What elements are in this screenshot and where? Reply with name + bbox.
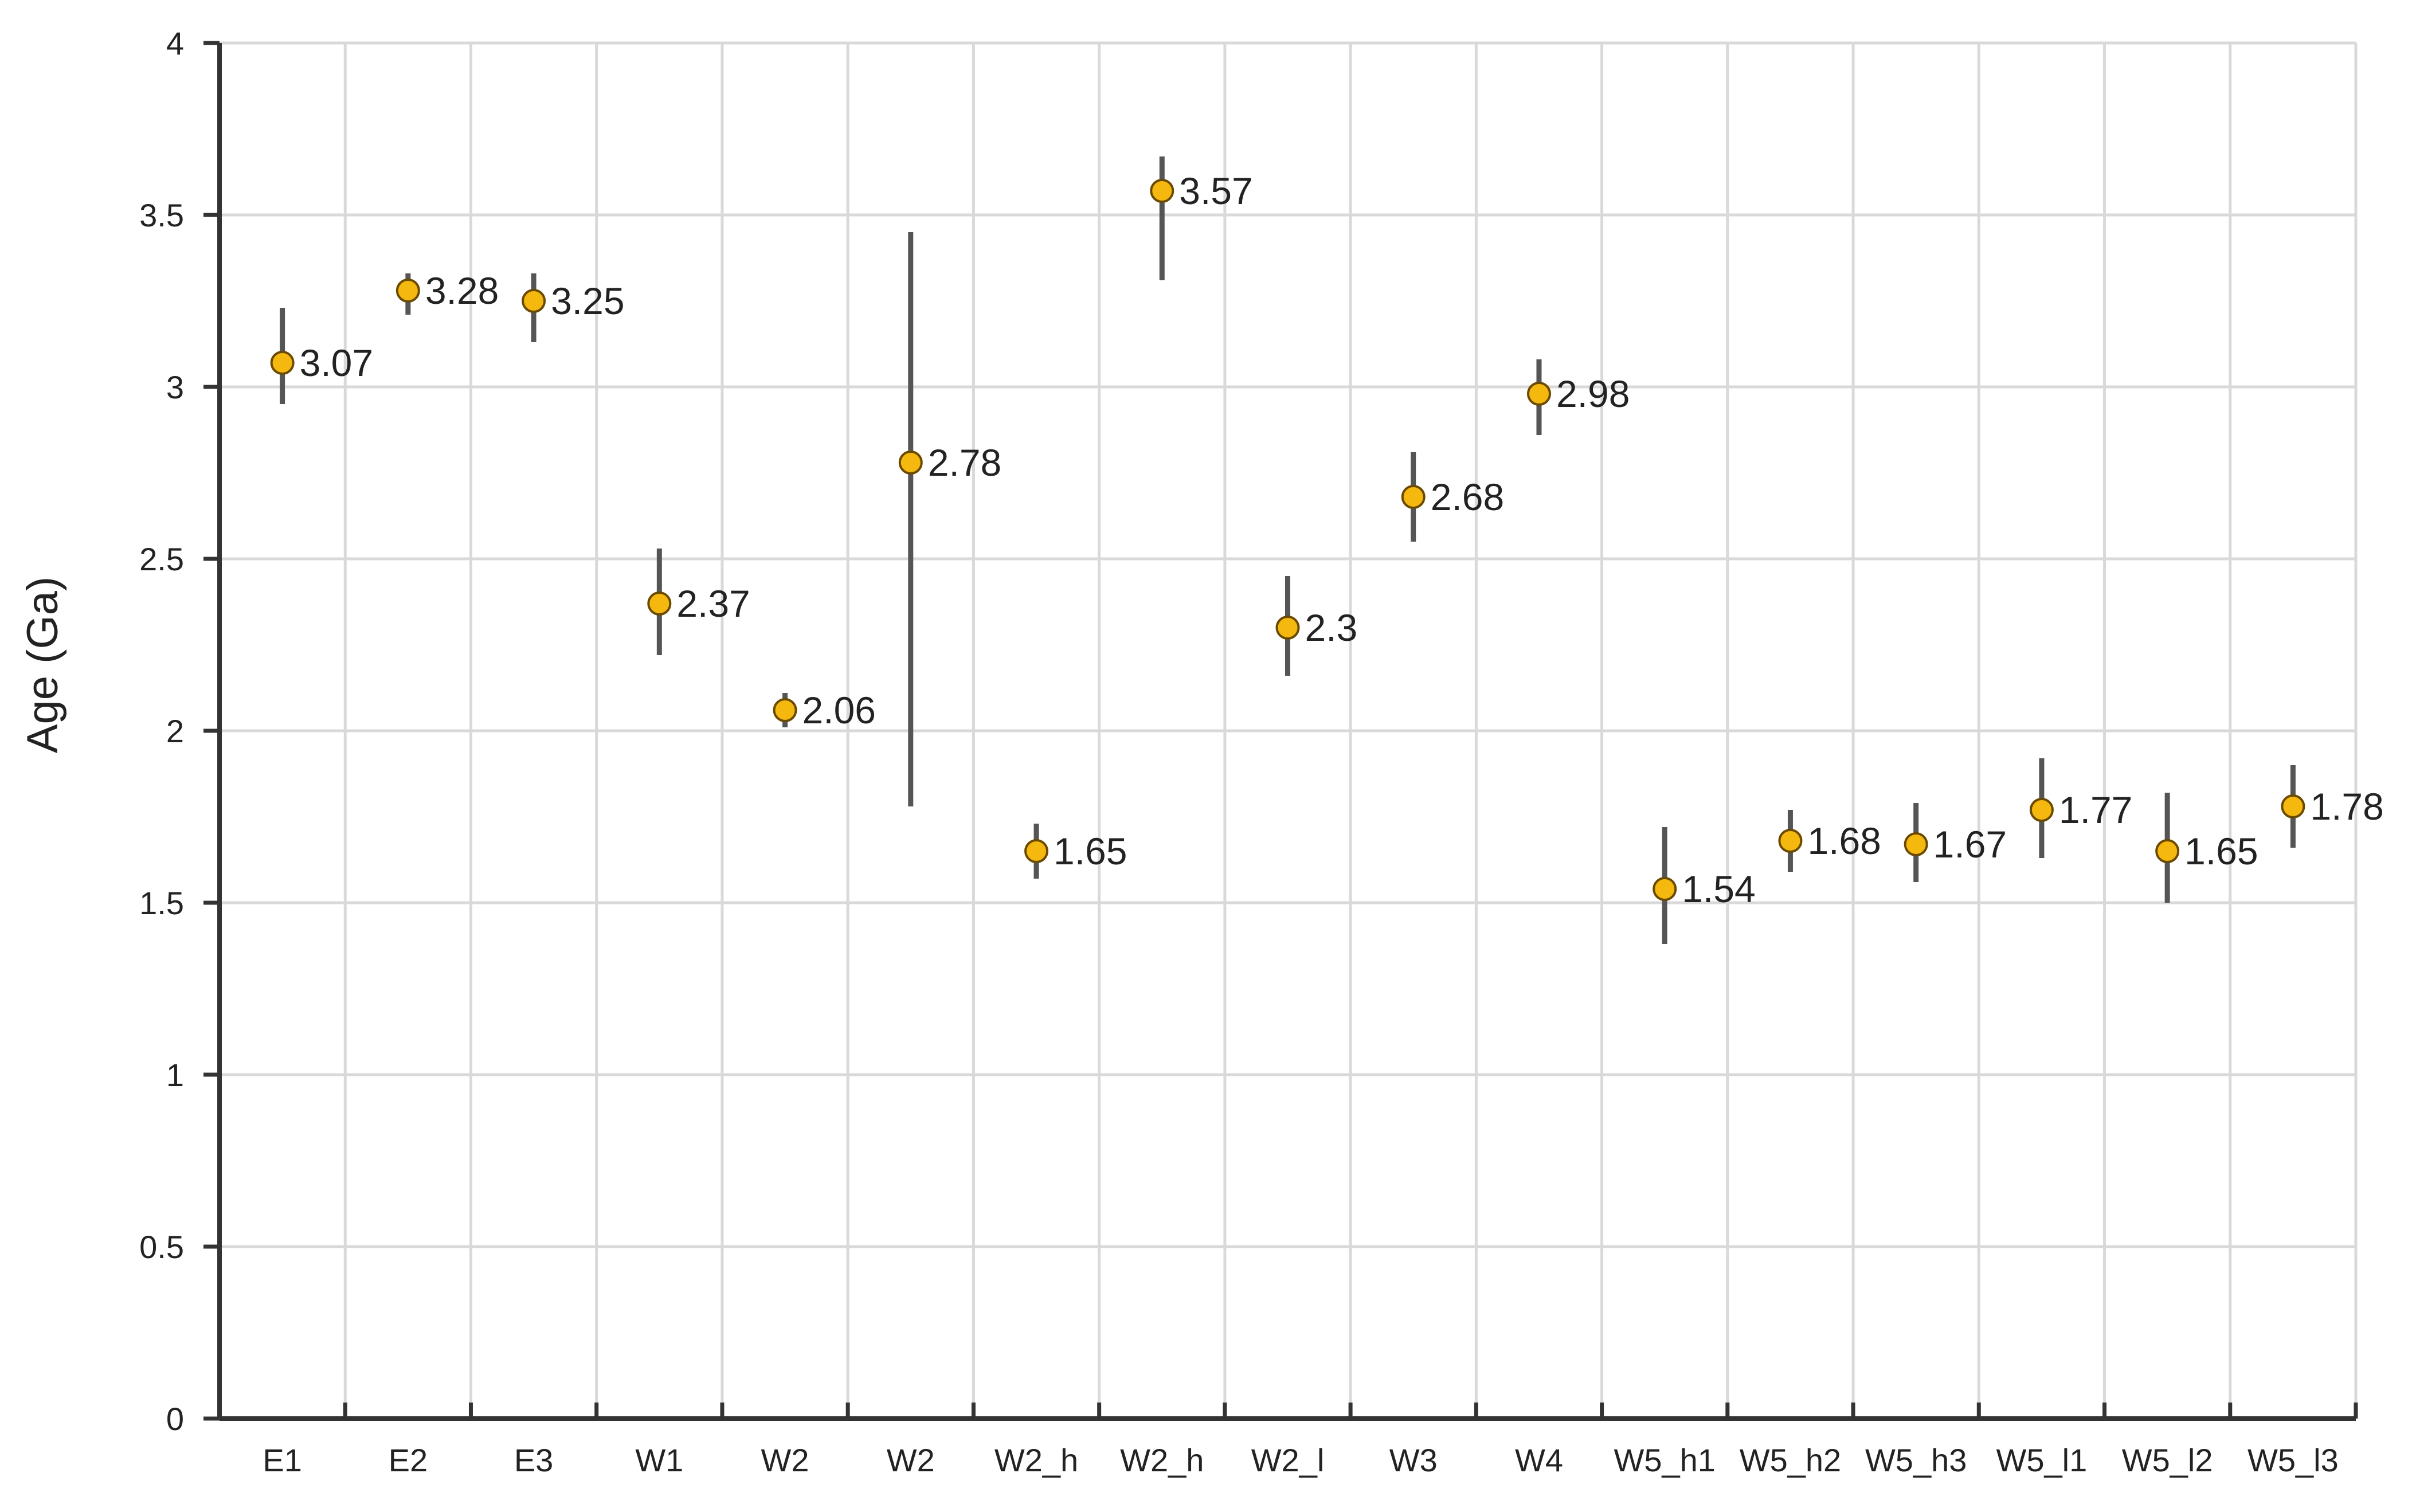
- axis-layer: 0 0.5 1 1.5 2 2.5 3 3.5 4 E1 E2 E3 W1 W2 W2 W2_h W2_h W2_…: [139, 25, 2358, 1478]
- data-point: [1526, 382, 1551, 406]
- data-label: 1.67: [1933, 823, 2007, 865]
- data-point: [2029, 798, 2054, 822]
- x-tick-label: W2: [887, 1442, 935, 1478]
- label-layer: 3.07 3.28 3.25 2.37 2.06 2.78 1.65 3.57 2.3 2.68 2…: [300, 170, 2384, 910]
- data-point: [270, 351, 295, 375]
- data-point: [898, 451, 923, 475]
- x-tick-label: E3: [514, 1442, 554, 1478]
- x-tick-label: W5_h1: [1614, 1442, 1715, 1478]
- x-tick-label: W2_l: [1251, 1442, 1325, 1478]
- data-label: 1.77: [2059, 789, 2132, 831]
- data-label: 3.25: [551, 280, 624, 322]
- data-point: [1150, 179, 1174, 203]
- data-point: [396, 279, 420, 303]
- x-tick-label: W5_l2: [2122, 1442, 2213, 1478]
- x-tick-label: E2: [389, 1442, 428, 1478]
- data-label: 3.07: [300, 342, 373, 384]
- y-tick-label: 2.5: [139, 541, 184, 577]
- data-point: [2155, 839, 2180, 863]
- data-label: 1.65: [1054, 830, 1127, 872]
- data-point: [773, 698, 797, 722]
- y-tick-label: 3.5: [139, 197, 184, 233]
- data-label: 2.06: [802, 689, 876, 731]
- grid-layer: [220, 41, 2358, 1419]
- data-label: 2.98: [1556, 373, 1630, 415]
- data-point: [1024, 839, 1049, 863]
- x-tick-label: W5_l1: [1996, 1442, 2088, 1478]
- x-tick-label: W2: [761, 1442, 809, 1478]
- data-label: 1.68: [1807, 820, 1881, 862]
- data-label: 3.28: [425, 269, 499, 312]
- x-tick-label: W5_h2: [1740, 1442, 1841, 1478]
- data-point: [1778, 829, 1803, 853]
- y-tick-label: 1.5: [139, 885, 184, 921]
- data-label: 2.68: [1431, 476, 1504, 518]
- data-label: 2.37: [676, 582, 750, 625]
- data-label: 2.3: [1305, 606, 1358, 649]
- point-layer: [270, 179, 2305, 901]
- data-point: [2281, 794, 2305, 818]
- data-label: 1.78: [2310, 785, 2383, 828]
- y-axis-title: Age (Ga): [18, 577, 67, 753]
- x-tick-label: W5_h3: [1865, 1442, 1967, 1478]
- x-tick-label: W3: [1389, 1442, 1438, 1478]
- y-tick-label: 1: [166, 1057, 184, 1093]
- y-tick-label: 2: [166, 713, 184, 749]
- x-tick-label: W4: [1515, 1442, 1563, 1478]
- y-tick-label: 0: [166, 1401, 184, 1437]
- data-label: 2.78: [928, 441, 1001, 484]
- data-label: 1.65: [2184, 830, 2258, 872]
- x-tick-label: E1: [263, 1442, 302, 1478]
- data-label: 3.57: [1179, 170, 1252, 212]
- data-point: [1275, 616, 1300, 640]
- data-point: [522, 289, 546, 313]
- y-tick-label: 3: [166, 369, 184, 405]
- x-tick-label: W1: [635, 1442, 683, 1478]
- data-point: [1401, 485, 1426, 509]
- x-tick-label: W5_l3: [2247, 1442, 2339, 1478]
- data-label: 1.54: [1682, 868, 1755, 910]
- data-point: [1653, 877, 1677, 901]
- y-tick-label: 0.5: [139, 1229, 184, 1265]
- x-tick-label: W2_h: [994, 1442, 1078, 1478]
- data-point: [647, 592, 672, 616]
- data-point: [1904, 832, 1928, 856]
- x-tick-label: W2_h: [1120, 1442, 1204, 1478]
- y-tick-label: 4: [166, 25, 184, 61]
